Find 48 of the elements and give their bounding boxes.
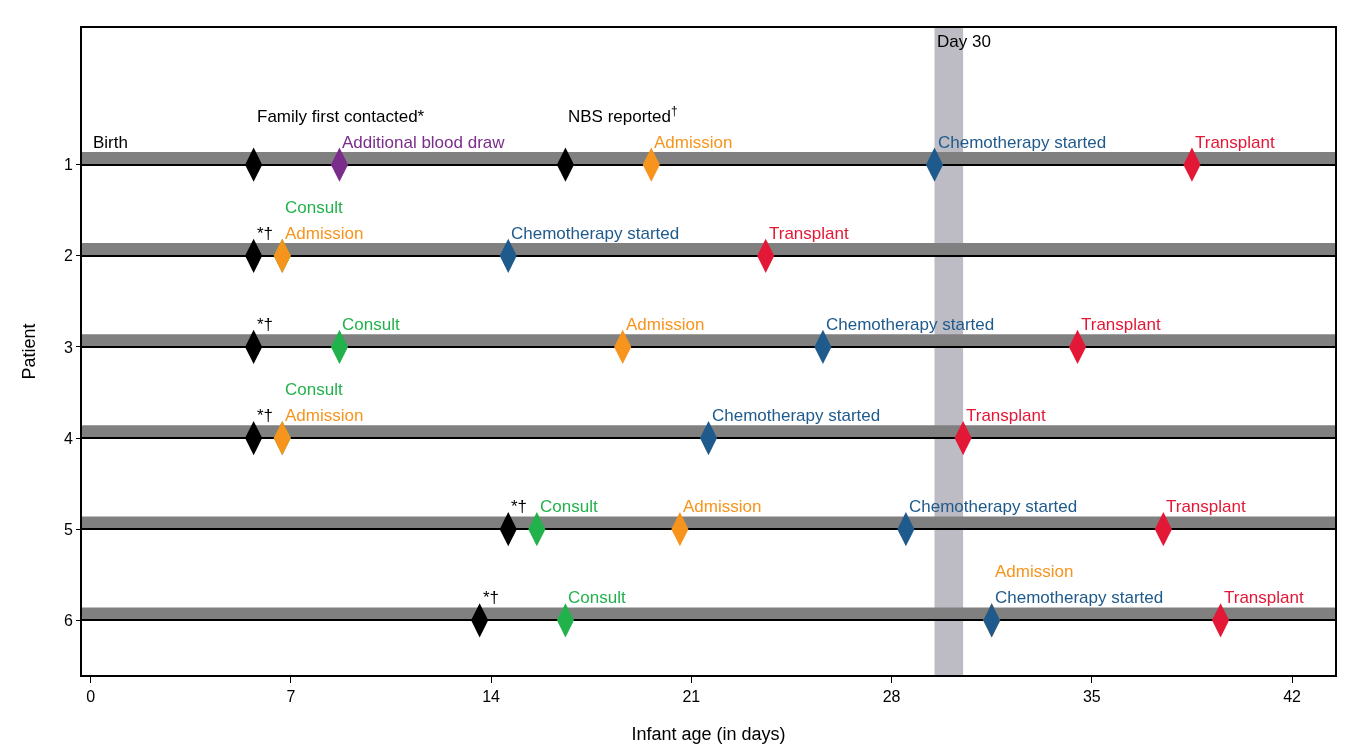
- x-tick-label: 35: [1082, 688, 1101, 706]
- y-tick-label: 4: [63, 429, 73, 447]
- series-label: Additional blood draw: [342, 133, 506, 152]
- text: Transplant: [1195, 133, 1275, 152]
- text: *†: [257, 315, 274, 334]
- band-label: Day 30: [937, 32, 991, 51]
- text: Consult: [285, 380, 343, 399]
- y-tick-label: 5: [63, 520, 73, 538]
- series-label: *†: [511, 497, 528, 516]
- text: Admission: [995, 562, 1074, 581]
- text: Chemotherapy started: [995, 588, 1164, 607]
- series-label: Consult: [342, 315, 400, 334]
- text: Chemotherapy started: [909, 497, 1078, 516]
- series-label: Transplant: [1166, 497, 1246, 516]
- x-tick-label: 28: [882, 688, 901, 706]
- text: *†: [483, 588, 500, 607]
- x-tick-label: 42: [1283, 688, 1302, 706]
- text: Admission: [285, 224, 364, 243]
- x-axis-title: Infant age (in days): [631, 724, 786, 744]
- text: Admission: [626, 315, 705, 334]
- text: Admission: [285, 406, 364, 425]
- text: *†: [257, 224, 274, 243]
- text: Chemotherapy started: [826, 315, 995, 334]
- text: Transplant: [966, 406, 1046, 425]
- text: Transplant: [1081, 315, 1161, 334]
- series-label: NBS reported$^{†}$: [568, 104, 678, 127]
- text: Consult: [568, 588, 626, 607]
- series-label: Family first contacted*: [257, 107, 425, 126]
- series-label: Chemotherapy started: [511, 224, 680, 243]
- text: Admission: [683, 497, 762, 516]
- text: Consult: [540, 497, 598, 516]
- y-tick-label: 3: [63, 338, 73, 356]
- annotation: Birth: [93, 133, 128, 152]
- x-tick-label: 7: [286, 688, 296, 706]
- x-tick-label: 21: [682, 688, 701, 706]
- text: Transplant: [1224, 588, 1304, 607]
- text: Chemotherapy started: [712, 406, 881, 425]
- x-tick-label: 0: [86, 688, 96, 706]
- text: *†: [257, 406, 274, 425]
- series-label: Admission: [654, 133, 733, 152]
- text: Chemotherapy started: [938, 133, 1107, 152]
- x-tick-label: 14: [482, 688, 501, 706]
- y-tick-label: 1: [63, 156, 73, 174]
- y-tick-label: 2: [63, 247, 73, 265]
- y-tick-label: 6: [63, 611, 73, 629]
- text: Transplant: [769, 224, 849, 243]
- text: Consult: [285, 198, 343, 217]
- y-axis-title: Patient: [19, 323, 39, 380]
